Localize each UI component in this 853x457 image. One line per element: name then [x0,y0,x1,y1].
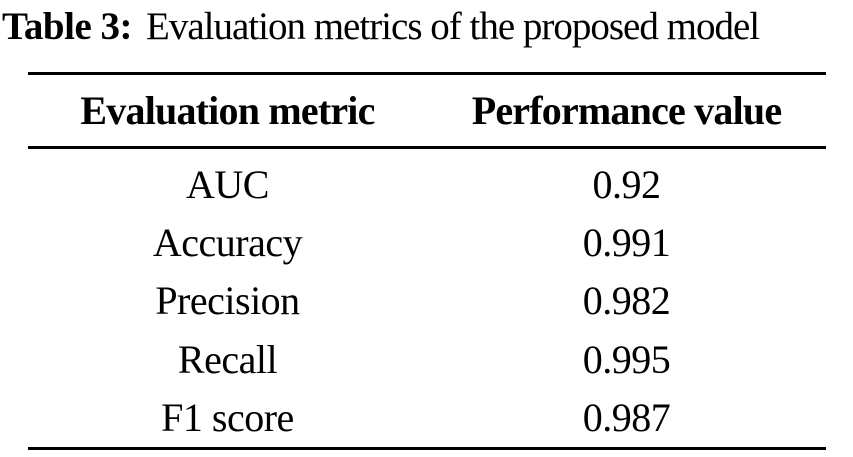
metric-cell: Accuracy [152,220,303,266]
table-bottom-rule [28,446,826,450]
value-cell: 0.995 [582,336,671,382]
table-body: AUC 0.92 Accuracy 0.991 Precision 0.982 … [28,149,826,447]
table-caption: Table 3: Evaluation metrics of the propos… [2,0,853,54]
value-cell: 0.92 [592,161,662,207]
value-cell: 0.987 [582,395,671,441]
value-cell: 0.982 [582,278,671,324]
table-row: AUC 0.92 [28,155,826,213]
table-caption-label: Table 3: [2,5,133,48]
value-cell: 0.991 [582,220,671,266]
table-top-rule [28,72,826,75]
column-header-metric: Evaluation metric [80,88,375,133]
metric-cell: AUC [186,161,269,207]
column-header-value: Performance value [471,88,782,133]
metric-cell: F1 score [161,395,294,441]
metric-cell: Recall [177,336,278,382]
metric-cell: Precision [155,278,300,324]
table-row: Recall 0.995 [28,330,826,388]
table-header-rule [28,146,826,149]
table-caption-text: Evaluation metrics of the proposed model [146,5,760,48]
table-row: Precision 0.982 [28,272,826,330]
table-row: F1 score 0.987 [28,389,826,447]
evaluation-metrics-table: Evaluation metric Performance value AUC … [28,72,826,450]
table-row: Accuracy 0.991 [28,213,826,271]
table-header-row: Evaluation metric Performance value [28,75,826,146]
